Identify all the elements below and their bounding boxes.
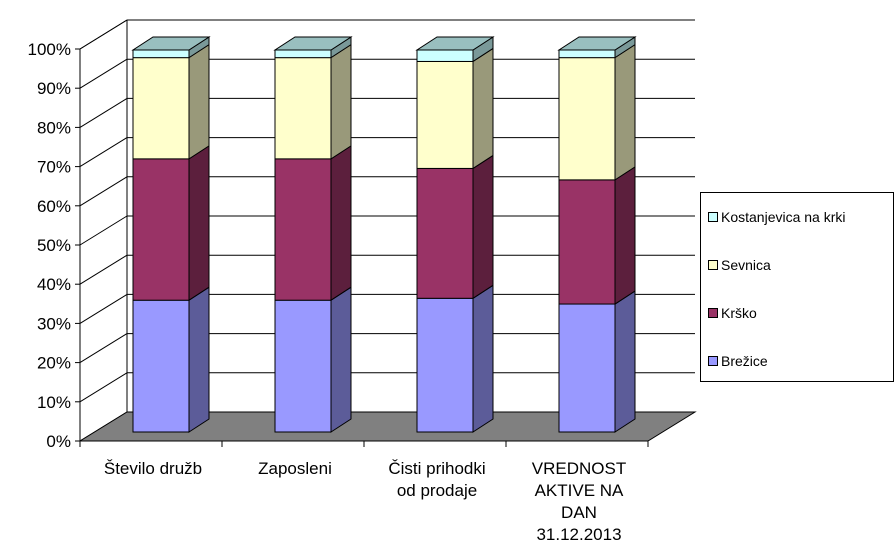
gridline-side xyxy=(79,97,128,128)
bar-segment-front xyxy=(132,49,190,59)
category-label-line: 31.12.2013 xyxy=(536,525,621,544)
bar-top xyxy=(557,36,637,51)
bar-segment-front xyxy=(274,158,332,301)
y-tick-label: 40% xyxy=(37,275,71,294)
bar-segment-side xyxy=(472,284,494,433)
legend-label: Sevnica xyxy=(721,257,771,273)
bar-top xyxy=(415,36,495,51)
bar-segment-side xyxy=(188,286,210,433)
bar-segment-side xyxy=(614,43,636,181)
legend-label: Brežice xyxy=(721,353,768,369)
legend: Kostanjevica na krki Sevnica Krško Brežice xyxy=(700,192,894,382)
bar-segment-front xyxy=(558,179,616,305)
y-tick-label: 30% xyxy=(37,314,71,333)
bar-segment-side xyxy=(614,165,636,305)
bar-segment-front xyxy=(558,57,616,181)
gridline-side xyxy=(79,254,128,285)
legend-swatch xyxy=(708,212,718,222)
gridline-side xyxy=(79,19,128,50)
y-tick-label: 70% xyxy=(37,158,71,177)
legend-item: Kostanjevica na krki xyxy=(708,208,846,226)
y-tick-label: 60% xyxy=(37,197,71,216)
gridline-side xyxy=(79,137,128,168)
bar-segment-front xyxy=(274,299,332,433)
axes xyxy=(75,48,649,447)
category-label-line: VREDNOST xyxy=(532,459,626,478)
legend-swatch xyxy=(708,356,718,366)
y-tick-label: 80% xyxy=(37,118,71,137)
bar-segment-front xyxy=(416,167,474,299)
category-label-line: Čisti prihodki xyxy=(388,459,485,478)
legend-item: Brežice xyxy=(708,352,768,370)
category-label-line: DAN xyxy=(561,503,597,522)
bar-segment-side xyxy=(472,47,494,170)
y-tick-label: 20% xyxy=(37,354,71,373)
category-label: Zaposleni xyxy=(258,459,332,478)
bar-segment-front xyxy=(416,49,474,62)
bar-segment-side xyxy=(472,154,494,300)
bar-segment-front xyxy=(416,297,474,433)
bar-segment-front xyxy=(558,303,616,433)
legend-item: Sevnica xyxy=(708,256,771,274)
y-tick-label: 0% xyxy=(46,432,71,451)
bar-segment-front xyxy=(274,57,332,160)
bar-segment-front xyxy=(558,49,616,59)
bars xyxy=(131,36,637,433)
bar-segment-side xyxy=(188,144,210,302)
bar-segment-side xyxy=(330,286,352,433)
legend-label: Krško xyxy=(721,305,757,321)
gridline-side xyxy=(79,372,128,403)
category-label: Število družb xyxy=(104,459,202,478)
gridline-side xyxy=(79,293,128,324)
gridline-side xyxy=(79,215,128,246)
bar-segment-front xyxy=(132,57,190,160)
y-axis-tick-labels: 0% 10% 20% 30% 40% 50% 60% 70% 80% 90% 100% xyxy=(28,40,71,451)
legend-swatch xyxy=(708,308,718,318)
bar-segment-front xyxy=(274,49,332,59)
y-tick-label: 50% xyxy=(37,236,71,255)
y-tick-label: 100% xyxy=(28,40,71,59)
gridline-side xyxy=(79,58,128,89)
category-label-line: Število družb xyxy=(104,459,202,478)
bar-segment-front xyxy=(132,158,190,301)
bar-segment-front xyxy=(416,60,474,169)
bar-top xyxy=(131,36,211,51)
legend-label: Kostanjevica na krki xyxy=(721,209,846,225)
bar-segment-side xyxy=(330,144,352,302)
legend-swatch xyxy=(708,260,718,270)
category-label: VREDNOST AKTIVE NA DAN 31.12.2013 xyxy=(532,459,626,544)
category-label: Čisti prihodki od prodaje xyxy=(388,459,485,500)
category-label-line: AKTIVE NA xyxy=(535,481,624,500)
legend-item: Krško xyxy=(708,304,757,322)
bar-segment-side xyxy=(614,290,636,433)
x-axis-category-labels: Število družb Zaposleni Čisti prihodki od p… xyxy=(104,459,626,544)
category-label-line: Zaposleni xyxy=(258,459,332,478)
bar-segment-side xyxy=(188,43,210,160)
gridline-side xyxy=(79,333,128,364)
gridline-side xyxy=(79,176,128,207)
y-tick-label: 90% xyxy=(37,79,71,98)
bar-segment-side xyxy=(330,43,352,160)
category-label-line: od prodaje xyxy=(397,481,477,500)
bar-top xyxy=(273,36,353,51)
bar-segment-front xyxy=(132,299,190,433)
y-tick-label: 10% xyxy=(37,393,71,412)
